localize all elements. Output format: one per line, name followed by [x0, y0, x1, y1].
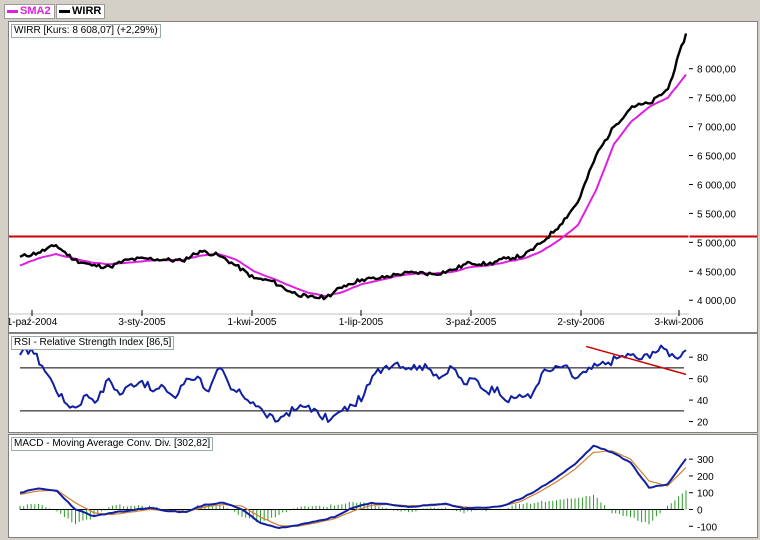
y-tick-label: 6 500,00 [697, 152, 736, 163]
y-tick-label: 7 000,00 [697, 123, 736, 134]
rsi-y-tick-label: 20 [697, 418, 709, 429]
rsi-y-tick-label: 60 [697, 375, 709, 386]
legend-sma-label: SMA2 [20, 5, 51, 17]
y-tick-label: 5 500,00 [697, 209, 736, 220]
series-line-sma2 [19, 73, 687, 298]
rsi-trendline [585, 345, 687, 376]
macd-title: MACD - Moving Average Conv. Div. [302,82… [11, 437, 214, 451]
y-tick-label: 7 500,00 [697, 94, 736, 105]
legend-bar: SMA2 WIRR [0, 0, 760, 21]
macd-y-tick-label: 100 [697, 489, 714, 500]
rsi-panel[interactable]: 20 40 60 80 RSI - Relative Strength Index [… [8, 333, 758, 433]
rsi-chart: 20 40 60 80 [19, 334, 709, 432]
series-line-macd [19, 444, 687, 529]
series-line-rsi [19, 344, 687, 423]
macd-y-tick-label: -100 [697, 522, 717, 533]
rsi-title: RSI - Relative Strength Index [86,5] [11, 336, 175, 350]
y-tick-label: 6 000,00 [697, 180, 736, 191]
macd-chart: -100 0 100 200 300 [19, 435, 717, 537]
macd-y-tick-label: 200 [697, 472, 714, 483]
legend-sma[interactable]: SMA2 [4, 4, 55, 19]
y-tick-label: 4 000,00 [697, 296, 736, 307]
y-tick-label: 4 500,00 [697, 267, 736, 278]
series-line-signal [19, 450, 687, 527]
x-tick-label: 3-kwi-2006 [655, 317, 704, 328]
x-tick-label: 1-kwi-2005 [228, 317, 277, 328]
sma-swatch-icon [7, 9, 18, 13]
rsi-y-tick-label: 40 [697, 396, 709, 407]
macd-panel[interactable]: -100 0 100 200 300 MACD - Moving Average Con… [8, 434, 758, 538]
legend-wirr-label: WIRR [72, 5, 102, 17]
x-tick-label: 2-sty-2006 [557, 317, 605, 328]
price-chart: 4 000,00 4 500,00 5 000,00 5 500,00 6 000,00… [9, 22, 757, 332]
y-tick-label: 8 000,00 [697, 65, 736, 76]
x-tick-label: 3-sty-2005 [118, 317, 166, 328]
macd-y-tick-label: 0 [697, 506, 703, 517]
price-title: WIRR [Kurs: 8 608,07] (+2,29%) [11, 24, 161, 38]
price-panel[interactable]: 4 000,00 4 500,00 5 000,00 5 500,00 6 000,00… [8, 21, 758, 333]
x-tick-label: 1-paź-2004 [9, 317, 58, 328]
y-tick-label: 5 000,00 [697, 238, 736, 249]
x-tick-label: 1-lip-2005 [339, 317, 384, 328]
rsi-y-tick-label: 80 [697, 353, 709, 364]
wirr-swatch-icon [59, 9, 70, 13]
x-tick-label: 3-paź-2005 [446, 317, 497, 328]
legend-wirr[interactable]: WIRR [56, 4, 106, 19]
series-line-wirr [19, 33, 688, 301]
macd-y-tick-label: 300 [697, 455, 714, 466]
